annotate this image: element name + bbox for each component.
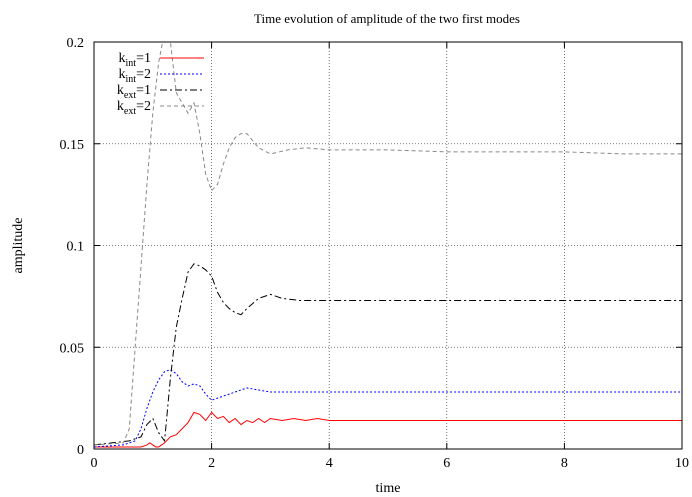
x-tick-label: 10 [675,456,689,471]
axis-ticks: 0 2 4 6 8 10 0 0.05 0.1 0.15 0.2 [60,36,690,471]
x-tick-label: 2 [208,456,215,471]
x-axis-label: time [376,481,401,496]
chart-title: Time evolution of amplitude of the two f… [254,11,520,26]
legend-label-1: kint=1 [119,51,151,69]
series-line-4 [94,42,682,446]
series-lines [94,42,682,448]
legend-label-3: kext=1 [117,83,151,101]
y-tick-label: 0.1 [67,240,85,255]
y-tick-label: 0.15 [60,138,85,153]
y-tick-label: 0.2 [67,36,85,51]
series-line-1 [94,411,682,448]
series-line-3 [94,263,682,446]
y-axis-label: amplitude [11,218,26,274]
y-tick-label: 0.05 [60,341,85,356]
x-tick-label: 6 [443,456,450,471]
x-tick-label: 0 [91,456,98,471]
series-line-2 [94,369,682,448]
x-tick-label: 8 [561,456,568,471]
legend-label-4: kext=2 [117,99,151,117]
legend-label-2: kint=2 [119,67,151,85]
x-tick-label: 4 [326,456,333,471]
grid-lines [94,42,682,449]
y-tick-label: 0 [77,443,84,458]
